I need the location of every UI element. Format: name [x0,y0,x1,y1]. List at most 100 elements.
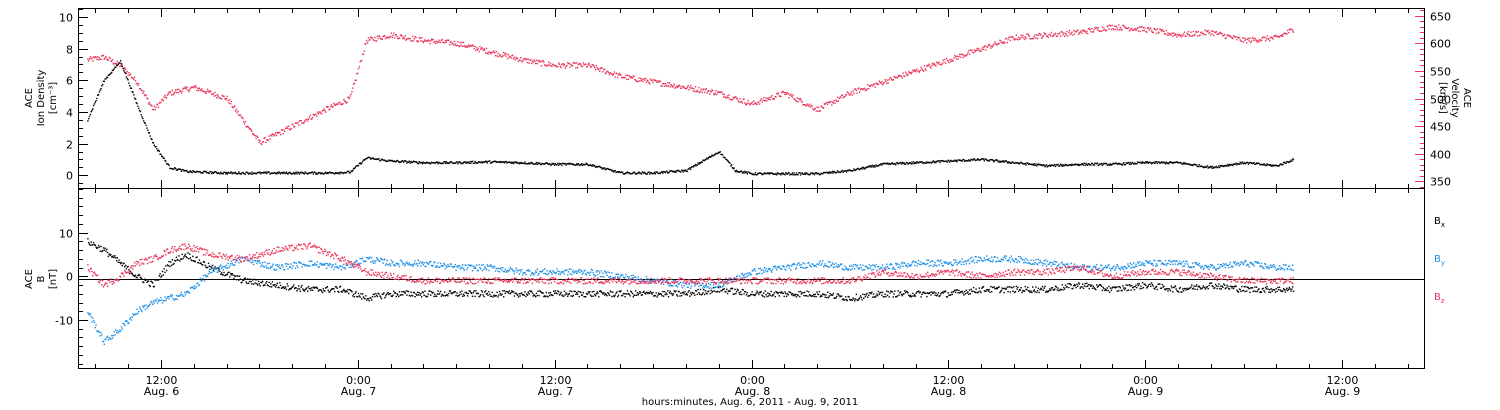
velocity-point [166,94,169,96]
b-bx-point [689,295,691,297]
b-bx-point [918,290,920,292]
density-point [529,163,531,165]
velocity-point [316,111,319,113]
velocity-point [527,58,529,60]
density-point [220,171,222,173]
velocity-point [573,62,575,64]
b-bx-point [621,294,624,297]
velocity-point [444,42,446,44]
b-bx-point [1042,289,1044,292]
b-bx-point [803,294,805,297]
b-bx-point [805,295,807,297]
density-point [108,74,110,76]
density-point [1273,164,1276,166]
b-by-point [337,267,339,269]
density-point [1229,164,1231,166]
b-bx-point [829,292,831,295]
b-bx-point [491,291,493,294]
density-point [167,163,169,165]
b-bx-point [1092,285,1095,287]
velocity-point [461,41,463,44]
density-point [1092,164,1095,166]
velocity-point [563,63,566,65]
velocity-point [960,53,962,55]
b-bx-point [914,295,917,297]
density-point [402,160,404,162]
velocity-point [439,41,441,43]
velocity-point [847,92,849,94]
b-bx-point [904,290,906,292]
b-by-point [251,259,253,261]
velocity-point [380,38,383,40]
b-bx-point [698,292,700,294]
b-bx-point [184,255,186,257]
b-bx-point [1091,284,1093,286]
velocity-point [1198,34,1200,37]
velocity-point [1177,33,1179,35]
density-point [204,171,206,173]
velocity-point [529,59,531,61]
velocity-point [485,52,487,54]
velocity-point [779,95,781,98]
density-point [1042,164,1044,166]
b-bx-point [1112,286,1114,288]
density-point [155,146,157,148]
density-point [1118,162,1120,164]
velocity-point [637,80,639,83]
b-by-point [252,261,254,263]
velocity-point [617,74,620,76]
b-bx-point [785,295,788,297]
velocity-point [195,86,197,88]
b-bx-point [633,294,635,296]
velocity-point [1116,27,1118,29]
density-point [995,159,998,161]
density-point [713,153,716,156]
velocity-point [1257,39,1259,42]
b-bx-point [1127,284,1129,286]
velocity-point [948,61,950,64]
b-bx-point [462,293,465,295]
velocity-point [1181,34,1183,36]
density-point [896,162,899,164]
b-bx-point [395,295,397,298]
velocity-point [335,103,338,105]
density-point [501,161,503,163]
b-bx-point [589,294,592,296]
b-bx-point [1222,286,1224,288]
b-bx-point [601,291,603,294]
density-point [580,163,582,166]
density-point [1254,163,1256,165]
velocity-point [449,41,452,43]
b-bx-point [759,291,762,294]
density-point [397,160,399,162]
velocity-point [420,40,422,42]
b-bx-point [155,279,157,281]
density-point [746,173,748,175]
b-bx-point [1241,285,1243,288]
b-bx-point [325,287,327,289]
density-point [1077,164,1079,166]
b-bx-point [174,259,176,262]
density-point [284,172,287,175]
b-bx-point [857,299,859,302]
density-point [796,174,798,176]
b-bx-point [348,292,350,295]
density-point [1242,162,1245,165]
b-bx-point [1263,289,1265,292]
velocity-point [1237,36,1239,39]
b-bx-point [489,295,492,297]
velocity-point [781,90,784,93]
velocity-point [320,113,323,115]
b-bx-point [334,286,337,288]
b-bx-point [530,290,533,292]
b-bx-point [1210,282,1213,284]
b-by-point [170,294,172,296]
density-point [703,159,705,162]
velocity-point [565,65,567,68]
velocity-point [1159,28,1162,31]
velocity-point [104,57,106,59]
density-point [331,172,333,174]
b-bx-point [990,285,992,288]
density-point [715,152,717,155]
b-bx-point [710,289,712,292]
